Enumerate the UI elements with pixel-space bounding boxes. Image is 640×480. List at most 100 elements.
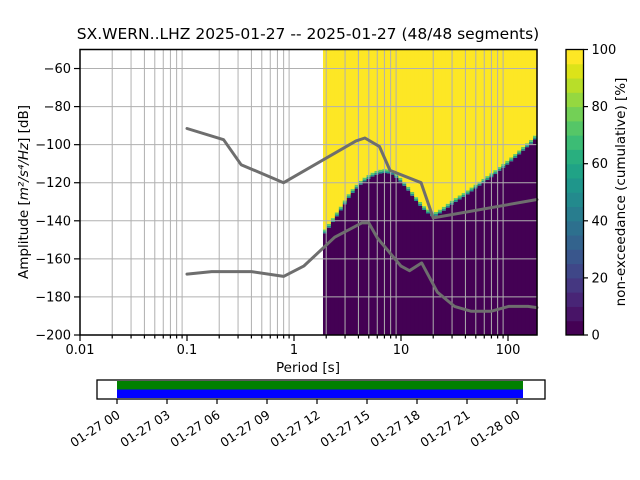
- y-tick-label: −60: [44, 62, 71, 77]
- colorbar-cell: [566, 78, 584, 93]
- histogram-column-high: [402, 49, 407, 183]
- histogram-column-high: [433, 49, 439, 213]
- histogram-column-low: [386, 173, 391, 335]
- histogram-column-low: [513, 157, 518, 335]
- histogram-column-high: [410, 49, 415, 192]
- histogram-column-high: [370, 49, 376, 173]
- x-tick-labels: 0.01 0.1 1 10 100: [66, 343, 521, 358]
- histogram-column-band-green: [453, 198, 459, 201]
- histogram-column-band-green: [350, 189, 356, 192]
- histogram-column-band-teal: [521, 148, 526, 151]
- histogram-column-high: [338, 49, 344, 207]
- colorbar-label: non-exceedance (cumulative) [%]: [613, 77, 629, 307]
- histogram-column-high: [461, 49, 467, 194]
- histogram-column-high: [493, 49, 498, 171]
- colorbar-cell: [566, 249, 584, 265]
- histogram-column-band-green: [334, 212, 340, 215]
- histogram-column-low: [461, 196, 467, 335]
- histogram-column-band-green: [406, 186, 411, 189]
- histogram-column-band-teal: [477, 183, 483, 186]
- histogram-column-band-green: [529, 139, 534, 142]
- histogram-column-band-teal: [350, 191, 356, 193]
- histogram-column-high: [465, 49, 471, 191]
- histogram-column-low: [469, 191, 475, 335]
- y-tick-label: −120: [35, 176, 71, 191]
- histogram-column-high: [437, 49, 443, 210]
- x-tick-label: 10: [393, 343, 410, 358]
- histogram-column-band-teal: [509, 159, 514, 162]
- histogram-column-high: [322, 49, 328, 230]
- histogram-column-low: [445, 207, 451, 335]
- axes-frame: [79, 48, 538, 336]
- plot-frame: [79, 48, 538, 336]
- histogram-column-low: [429, 216, 435, 335]
- histogram-column-band-green: [398, 177, 403, 180]
- colorbar-tick-label: 0: [592, 329, 600, 344]
- colorbar-cell: [566, 220, 584, 236]
- histogram-column-band-green: [533, 135, 538, 138]
- histogram-column-band-green: [517, 150, 522, 153]
- y-tick-labels: −60 −80 −100 −120 −140 −160 −180 −200: [35, 62, 71, 343]
- histogram-column-high: [350, 49, 356, 190]
- histogram-column-high: [390, 49, 395, 171]
- histogram-column-low: [497, 170, 502, 335]
- histogram-column-high: [469, 49, 475, 188]
- histogram-column-band-green: [418, 201, 423, 204]
- histogram-column-high: [358, 49, 364, 181]
- colorbar-cell: [566, 49, 584, 65]
- y-tick-label: −180: [35, 290, 71, 305]
- histogram-column-high: [521, 49, 526, 147]
- histogram-column-high: [509, 49, 514, 158]
- histogram-column-high: [386, 49, 391, 170]
- histogram-column-band-green: [326, 223, 332, 226]
- histogram-column-band-green: [437, 209, 443, 212]
- histogram-column-band-green: [457, 195, 463, 198]
- colorbar-tick-label: 20: [592, 271, 609, 286]
- histogram-column-band-teal: [433, 213, 439, 216]
- timeline-tick-label: 01-27 18: [367, 407, 422, 450]
- colorbar-cell: [566, 320, 584, 336]
- histogram-column-low: [485, 179, 491, 335]
- histogram-column-band-teal: [406, 188, 411, 191]
- histogram-column-low: [370, 176, 376, 335]
- histogram-column-band-green: [513, 154, 518, 156]
- histogram-column-high: [422, 49, 427, 207]
- histogram-column-high: [533, 49, 538, 136]
- histogram-column-band-teal: [414, 199, 419, 201]
- histogram-column-low: [322, 233, 328, 335]
- histogram-column-low: [453, 201, 459, 335]
- colorbar-frame: [565, 48, 585, 336]
- histogram-column-band-teal: [326, 225, 332, 228]
- histogram-column-high: [457, 49, 463, 196]
- histogram-column-low: [406, 190, 411, 335]
- histogram-column-high: [418, 49, 423, 202]
- colorbar-cell: [566, 63, 584, 79]
- histogram-column-high: [354, 49, 360, 185]
- nlnm-line: [185, 221, 539, 313]
- nhnm-line: [185, 127, 539, 220]
- histogram-column-high: [445, 49, 451, 204]
- x-tick-label: 0.01: [66, 343, 95, 358]
- histogram-column-band-teal: [426, 211, 431, 214]
- axis-ticks: [74, 67, 509, 341]
- colorbar-tick-label: 40: [592, 214, 609, 229]
- histogram-column-band-teal: [390, 172, 395, 175]
- histogram-column-band-green: [433, 212, 439, 214]
- histogram-column-band-green: [378, 169, 384, 172]
- y-axis-label: Amplitude [m²/s⁴/Hz] [dB]: [16, 105, 32, 279]
- histogram-column-high: [497, 49, 502, 168]
- histogram-column-band-green: [414, 197, 419, 200]
- histogram-column-band-green: [505, 160, 510, 163]
- histogram-column-band-green: [410, 191, 415, 194]
- histogram-column-band-teal: [386, 171, 391, 174]
- colorbar-tick-label: 60: [592, 157, 609, 172]
- histogram-column-high: [453, 49, 459, 199]
- histogram-column-low: [525, 147, 530, 335]
- histogram-column-band-teal: [469, 189, 475, 192]
- histogram-column-band-teal: [346, 196, 352, 199]
- y-tick-label: −100: [35, 138, 71, 153]
- histogram-column-high: [326, 49, 332, 224]
- histogram-column-band-green: [422, 206, 427, 209]
- histogram-column-band-teal: [461, 194, 467, 197]
